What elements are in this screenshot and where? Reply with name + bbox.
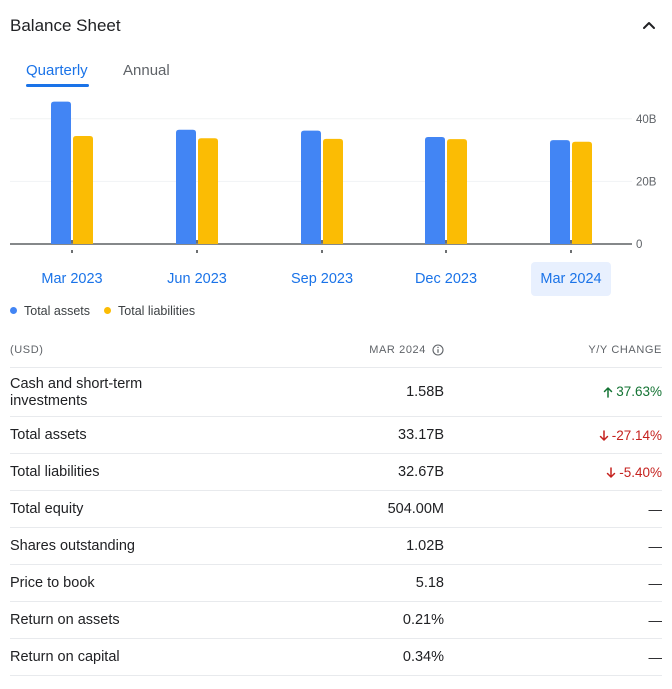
legend-dot-icon xyxy=(104,307,112,314)
chart-legend: Total assets Total liabilities xyxy=(10,303,209,319)
table-row: Return on assets 0.21% — xyxy=(10,602,662,639)
quarter-labels: Mar 2023 Jun 2023 Sep 2023 Dec 2023 Mar 2024 xyxy=(0,262,672,298)
arrow-down-icon xyxy=(599,429,608,441)
bar-total-assets[interactable] xyxy=(51,101,71,244)
chevron-up-icon[interactable] xyxy=(638,14,660,36)
table-header: (USD) MAR 2024 Y/Y CHANGE xyxy=(10,332,662,368)
legend-item: Total liabilities xyxy=(104,304,195,318)
table-row: Total equity 504.00M — xyxy=(10,491,662,528)
row-change-value: -5.40% xyxy=(619,465,662,480)
row-label: Shares outstanding xyxy=(10,538,135,554)
row-value: 5.18 xyxy=(415,575,444,591)
balance-sheet-chart: 40B 20B 0 xyxy=(10,101,657,253)
period-header: MAR 2024 xyxy=(369,344,444,356)
y-tick-label: 20B xyxy=(636,176,657,188)
table-row: Shares outstanding 1.02B — xyxy=(10,528,662,565)
bar-total-liabilities[interactable] xyxy=(73,136,93,244)
quarter-label[interactable]: Sep 2023 xyxy=(290,271,354,287)
row-change: 37.63% xyxy=(603,384,662,399)
bar-total-assets[interactable] xyxy=(425,136,445,244)
info-icon[interactable] xyxy=(432,344,444,356)
legend-label: Total assets xyxy=(24,303,91,318)
row-change: — xyxy=(649,650,663,665)
row-change: — xyxy=(649,613,663,628)
row-label: Total liabilities xyxy=(10,464,100,480)
balance-sheet-header[interactable]: Balance Sheet xyxy=(0,0,672,52)
row-value: 0.34% xyxy=(402,649,444,665)
bar-total-assets[interactable] xyxy=(550,140,570,244)
row-label: Total equity xyxy=(10,501,84,517)
section-title: Balance Sheet xyxy=(10,16,121,35)
active-tab-indicator xyxy=(26,84,89,87)
bar-total-assets[interactable] xyxy=(301,130,321,244)
arrow-up-icon xyxy=(603,386,613,398)
row-label: Price to book xyxy=(10,575,95,591)
row-value: 1.02B xyxy=(406,538,444,554)
bar-total-assets[interactable] xyxy=(176,129,196,244)
row-label: Total assets xyxy=(10,427,87,443)
quarter-label[interactable]: Dec 2023 xyxy=(414,271,478,287)
period-tabs: Quarterly Annual xyxy=(0,58,300,90)
bar-total-liabilities[interactable] xyxy=(447,139,467,244)
row-label: Return on assets xyxy=(10,612,120,628)
period-header-label: MAR 2024 xyxy=(369,344,426,356)
row-value: 0.21% xyxy=(402,612,444,628)
currency-header: (USD) xyxy=(10,344,44,356)
row-change: — xyxy=(649,539,663,554)
row-value: 32.67B xyxy=(398,464,444,480)
table-row: Total liabilities 32.67B -5.40% xyxy=(10,454,662,491)
tab-quarterly[interactable]: Quarterly xyxy=(26,62,88,79)
change-header: Y/Y CHANGE xyxy=(588,344,662,356)
legend-dot-icon xyxy=(10,307,17,314)
row-change-value: — xyxy=(648,613,663,628)
row-value: 504.00M xyxy=(387,501,444,517)
table-row: Total assets 33.17B -27.14% xyxy=(10,417,662,454)
row-change-value: — xyxy=(648,576,663,591)
table-row: Price to book 5.18 — xyxy=(10,565,662,602)
row-change-value: — xyxy=(648,502,663,517)
tab-annual[interactable]: Annual xyxy=(123,62,170,79)
arrow-down-icon xyxy=(606,466,616,478)
table-row: Cash and short-term investments 1.58B 37.6… xyxy=(10,368,662,417)
row-change: — xyxy=(649,576,663,591)
y-tick-label: 0 xyxy=(636,239,642,251)
quarter-label[interactable]: Mar 2024 xyxy=(531,262,611,296)
row-change-value: -27.14% xyxy=(611,428,662,443)
table-row: Return on capital 0.34% — xyxy=(10,639,662,676)
legend-label: Total liabilities xyxy=(118,303,196,318)
row-change-value: — xyxy=(648,539,663,554)
bar-total-liabilities[interactable] xyxy=(323,138,343,244)
row-change: -5.40% xyxy=(606,465,662,480)
row-change-value: — xyxy=(648,650,663,665)
row-value: 1.58B xyxy=(406,384,444,400)
bar-total-liabilities[interactable] xyxy=(198,138,218,244)
quarter-label[interactable]: Jun 2023 xyxy=(167,271,227,287)
row-label: Return on capital xyxy=(10,649,120,665)
y-tick-label: 40B xyxy=(636,114,657,126)
legend-item: Total assets xyxy=(10,304,90,318)
bar-total-liabilities[interactable] xyxy=(572,141,592,244)
table-body: Cash and short-term investments 1.58B 37.6… xyxy=(10,368,662,676)
row-label: Cash and short-term investments xyxy=(10,376,143,409)
row-change: — xyxy=(649,502,663,517)
quarter-label[interactable]: Mar 2023 xyxy=(41,271,103,287)
row-change: -27.14% xyxy=(599,428,662,443)
row-change-value: 37.63% xyxy=(616,384,662,399)
balance-sheet-table: (USD) MAR 2024 Y/Y CHANGE Cash and short… xyxy=(10,332,662,676)
row-value: 33.17B xyxy=(398,427,444,443)
